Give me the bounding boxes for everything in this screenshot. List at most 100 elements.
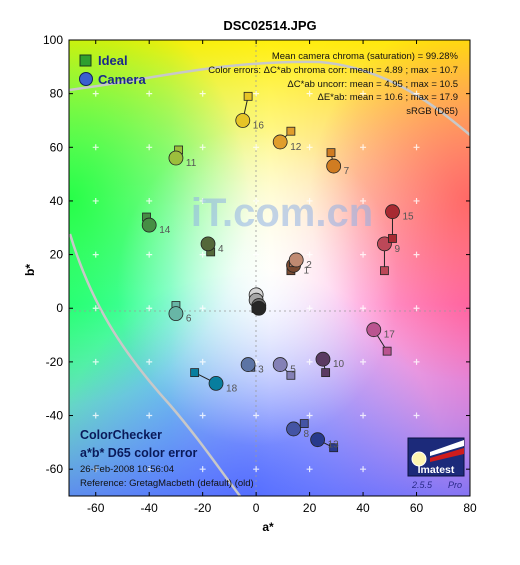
- grid-cross: [253, 251, 260, 258]
- camera-point: [200, 236, 216, 252]
- grid-cross: [146, 358, 153, 365]
- grid-cross: [146, 197, 153, 204]
- y-tick-label: 60: [50, 140, 64, 154]
- grid-cross: [306, 412, 313, 419]
- grid-cross: [199, 251, 206, 258]
- grid-cross: [146, 305, 153, 312]
- y-tick-label: 100: [43, 33, 63, 47]
- grid-cross: [306, 90, 313, 97]
- grid-cross: [360, 412, 367, 419]
- grid-cross: [199, 466, 206, 473]
- grid-cross: [360, 251, 367, 258]
- grid-cross: [413, 358, 420, 365]
- patch-label: 4: [218, 244, 224, 255]
- patch-label: 6: [186, 314, 192, 325]
- x-tick-label: -60: [87, 501, 105, 515]
- stats-delta-e: ΔE*ab: mean = 10.6 ; max = 17.9: [318, 92, 459, 103]
- grid-cross: [253, 144, 260, 151]
- grid-cross: [146, 251, 153, 258]
- grid-cross: [146, 144, 153, 151]
- grid-cross: [306, 251, 313, 258]
- logo-sun-icon: [411, 451, 427, 467]
- ideal-point: [286, 126, 296, 136]
- patch-label: 17: [384, 330, 396, 341]
- logo-name: Imatest: [418, 464, 455, 476]
- patch-label: 14: [159, 225, 171, 236]
- grid-cross: [360, 305, 367, 312]
- camera-point: [315, 351, 331, 367]
- grid-cross: [92, 305, 99, 312]
- grid-cross: [253, 90, 260, 97]
- caption-title: ColorChecker: [80, 428, 162, 442]
- patch-label: 8: [304, 429, 310, 440]
- grid-cross: [92, 358, 99, 365]
- grid-cross: [92, 466, 99, 473]
- legend-ideal-marker: [79, 54, 92, 67]
- y-axis-label: b*: [23, 264, 37, 276]
- plot-frame: [68, 39, 471, 497]
- x-axis-label: a*: [262, 520, 274, 534]
- patch-label: 11: [186, 158, 197, 169]
- grid-cross: [146, 412, 153, 419]
- patch-label: 7: [344, 166, 350, 177]
- camera-point: [168, 306, 184, 322]
- gamut-boundary-lower: [69, 233, 241, 496]
- x-tick-label: -20: [194, 501, 212, 515]
- caption-subtitle: a*b* D65 color error: [80, 446, 198, 460]
- camera-point: [366, 322, 382, 338]
- grid-cross: [92, 90, 99, 97]
- ideal-point: [299, 419, 309, 428]
- x-tick-label: 60: [410, 501, 424, 515]
- grid-cross: [306, 197, 313, 204]
- patch-label: 15: [402, 212, 414, 223]
- y-tick-label: -60: [46, 462, 64, 476]
- patch-label: 1: [304, 265, 310, 276]
- imatest-logo: Imatest 2.5.5 Pro: [407, 437, 465, 490]
- grid-cross: [146, 466, 153, 473]
- grid-cross: [92, 197, 99, 204]
- grid-cross: [413, 412, 420, 419]
- ideal-point: [286, 370, 296, 380]
- grid-cross: [199, 144, 206, 151]
- camera-point: [240, 357, 256, 372]
- grid-cross: [306, 144, 313, 151]
- watermark: iT.com.cn: [191, 191, 373, 235]
- y-tick-label: -20: [46, 355, 64, 369]
- grid-cross: [306, 305, 313, 312]
- grid-cross: [199, 197, 206, 204]
- legend: Ideal Camera: [79, 53, 146, 87]
- stats-chroma-uncorr: ΔC*ab uncorr: mean = 4.95 ; max = 10.5: [287, 79, 458, 90]
- patch-label: 16: [253, 120, 265, 131]
- patch-label: 5: [290, 365, 296, 376]
- y-tick-label: 0: [56, 301, 63, 315]
- grid-cross: [306, 466, 313, 473]
- grid-cross: [360, 197, 367, 204]
- patch-label: 18: [226, 383, 238, 394]
- grid-cross: [92, 251, 99, 258]
- camera-point: [272, 357, 288, 372]
- patch-label: 2: [306, 260, 312, 271]
- stats-chroma: Mean camera chroma (saturation) = 99.28%: [272, 51, 459, 62]
- camera-point: [310, 432, 326, 448]
- stats-block: Mean camera chroma (saturation) = 99.28%…: [208, 51, 458, 117]
- caption-date: 26-Feb-2008 10:56:04: [80, 464, 174, 475]
- x-tick-label: 0: [253, 501, 260, 515]
- grid-cross: [413, 90, 420, 97]
- legend-camera-label: Camera: [98, 72, 146, 87]
- stats-colorspace: sRGB (D65): [406, 106, 458, 117]
- camera-point: [286, 421, 301, 437]
- grid-cross: [413, 305, 420, 312]
- stats-chroma-corr: Color errors: ΔC*ab chroma corr: mean = …: [208, 65, 458, 76]
- camera-point: [235, 113, 251, 128]
- ideal-point: [243, 91, 253, 101]
- axes: -60 -40 -20 0 20 40 60 80 -60 -40 -20 0 20 40 60 80 100: [43, 33, 477, 515]
- ideal-point: [326, 148, 336, 158]
- logo-version: 2.5.5: [411, 480, 433, 490]
- patch-label: 9: [394, 244, 400, 255]
- grid-cross: [360, 358, 367, 365]
- camera-point: [385, 204, 400, 220]
